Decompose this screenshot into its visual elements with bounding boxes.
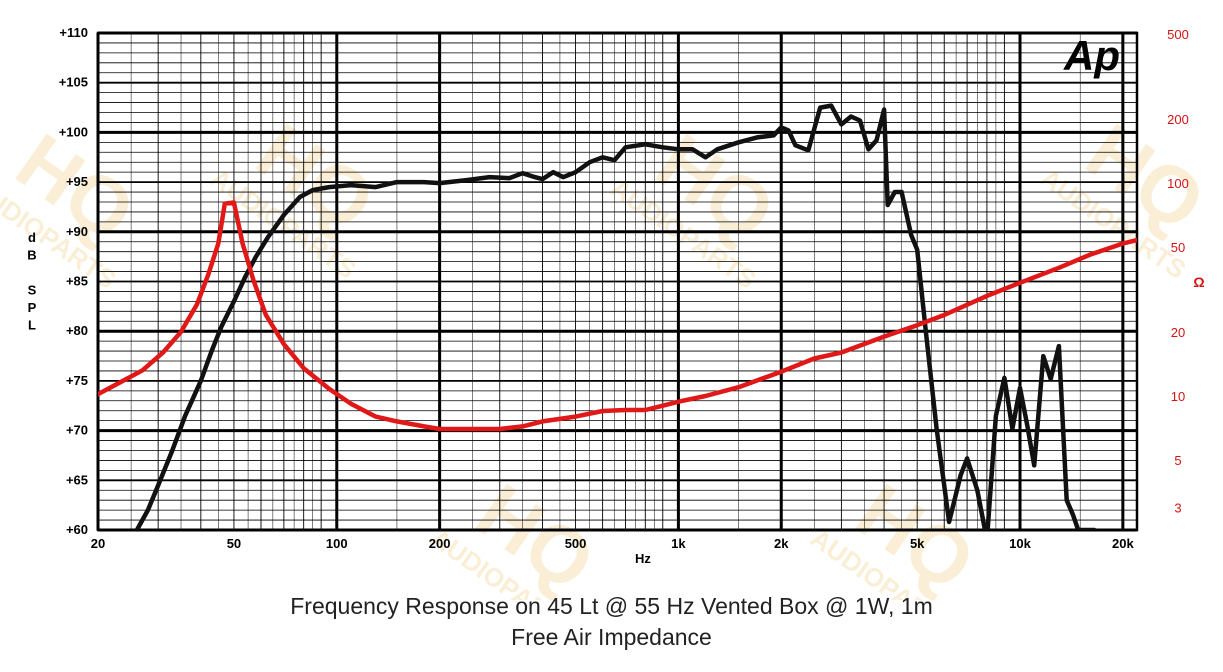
x-tick-label: 100 (326, 536, 348, 551)
y-left-tick-label: +75 (66, 373, 88, 388)
y-left-tick-label: +95 (66, 174, 88, 189)
spl-curve (134, 103, 1097, 530)
y-right-tick-label: 20 (1171, 325, 1185, 340)
y-left-tick-label: +70 (66, 423, 88, 438)
y-left-tick-label: +105 (59, 75, 88, 90)
y-left-label-char: P (28, 300, 37, 315)
impedance-curve (98, 200, 1137, 432)
y-right-tick-label: 200 (1167, 112, 1189, 127)
y-left-label-char: d (28, 230, 36, 245)
caption-line-1: Frequency Response on 45 Lt @ 55 Hz Vent… (290, 593, 933, 619)
y-right-tick-label: 10 (1171, 389, 1185, 404)
x-tick-label: 50 (227, 536, 241, 551)
chart-grid (96, 31, 1139, 532)
x-tick-label: 20k (1112, 536, 1134, 551)
y-left-tick-label: +110 (59, 25, 88, 40)
y-left-tick-label: +80 (66, 323, 88, 338)
y-right-tick-label: 500 (1167, 27, 1189, 42)
x-tick-label: 1k (671, 536, 686, 551)
x-tick-label: 10k (1009, 536, 1031, 551)
y-left-tick-label: +100 (59, 124, 88, 139)
x-tick-label: 20 (91, 536, 105, 551)
y-right-tick-label: 5 (1174, 453, 1181, 468)
right-axis-label: Ω (1193, 274, 1204, 290)
x-tick-label: 5k (910, 536, 925, 551)
y-left-tick-label: +90 (66, 224, 88, 239)
caption-line-2: Free Air Impedance (511, 624, 712, 650)
x-tick-label: 200 (429, 536, 451, 551)
left-axis-label: dB SPL (27, 230, 36, 333)
y-left-label-char: L (28, 318, 36, 333)
ap-logo-text: Ap (1063, 32, 1120, 79)
x-tick-label: 500 (565, 536, 587, 551)
x-tick-label: 2k (774, 536, 789, 551)
plot-frame (96, 31, 1139, 532)
y-left-tick-label: +85 (66, 274, 88, 289)
y-right-tick-label: 50 (1171, 240, 1185, 255)
ap-logo: Ap (1063, 32, 1120, 79)
x-axis-label: Hz (635, 551, 651, 566)
y-left-label-char: S (28, 283, 37, 298)
y-right-tick-label: 100 (1167, 176, 1189, 191)
y-right-tick-label: 3 (1174, 500, 1181, 515)
y-left-tick-label: +65 (66, 472, 88, 487)
y-left-label-char: B (27, 248, 36, 263)
y-left-tick-label: +60 (66, 522, 88, 537)
